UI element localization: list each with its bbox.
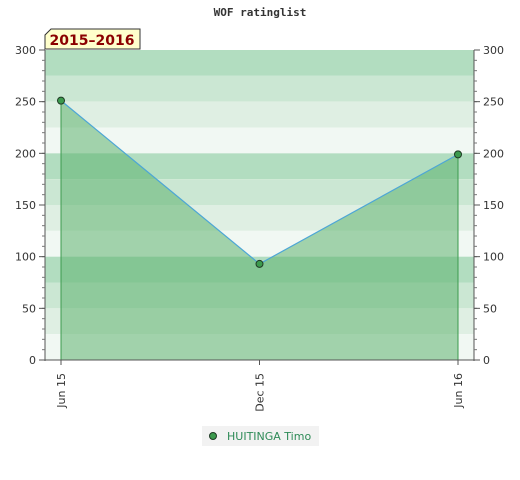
legend[interactable]: HUITINGA Timo: [202, 426, 319, 446]
y-tick-label-right: 200: [483, 147, 504, 160]
x-tick-label: Jun 15: [55, 373, 68, 409]
y-tick-label-left: 200: [15, 147, 36, 160]
y-tick-label-right: 300: [483, 44, 504, 57]
period-badge: 2015–2016: [44, 28, 141, 50]
y-tick-label-right: 0: [483, 354, 490, 367]
legend-marker-icon: [209, 432, 217, 440]
legend-box: [202, 426, 319, 446]
y-tick-label-left: 100: [15, 251, 36, 264]
y-tick-label-right: 150: [483, 199, 504, 212]
y-tick-label-left: 50: [22, 302, 36, 315]
background-band: [45, 101, 474, 128]
series-markers: [57, 96, 462, 268]
y-tick-label-right: 50: [483, 302, 497, 315]
x-tick-label: Jun 16: [452, 373, 465, 409]
data-point: [255, 259, 264, 268]
chart-title: WOF ratinglist: [214, 6, 307, 19]
y-tick-label-right: 250: [483, 96, 504, 109]
period-badge-box: [44, 28, 141, 50]
data-point: [57, 96, 65, 105]
x-tick-label: Dec 15: [254, 373, 267, 412]
period-badge-label: 2015–2016: [50, 33, 135, 49]
data-point: [454, 150, 462, 159]
axes: 0 0 50 50 100 100 150 150 200 200 250 250 300 300 Jun …: [15, 44, 504, 412]
y-tick-label-left: 250: [15, 96, 36, 109]
background-band: [45, 50, 474, 76]
series-area-fill: [61, 100, 458, 360]
y-tick-label-right: 100: [483, 251, 504, 264]
background-band: [45, 75, 474, 102]
y-tick-label-left: 0: [29, 354, 36, 367]
y-tick-label-left: 150: [15, 199, 36, 212]
legend-label: HUITINGA Timo: [227, 430, 311, 443]
y-tick-label-left: 300: [15, 44, 36, 57]
